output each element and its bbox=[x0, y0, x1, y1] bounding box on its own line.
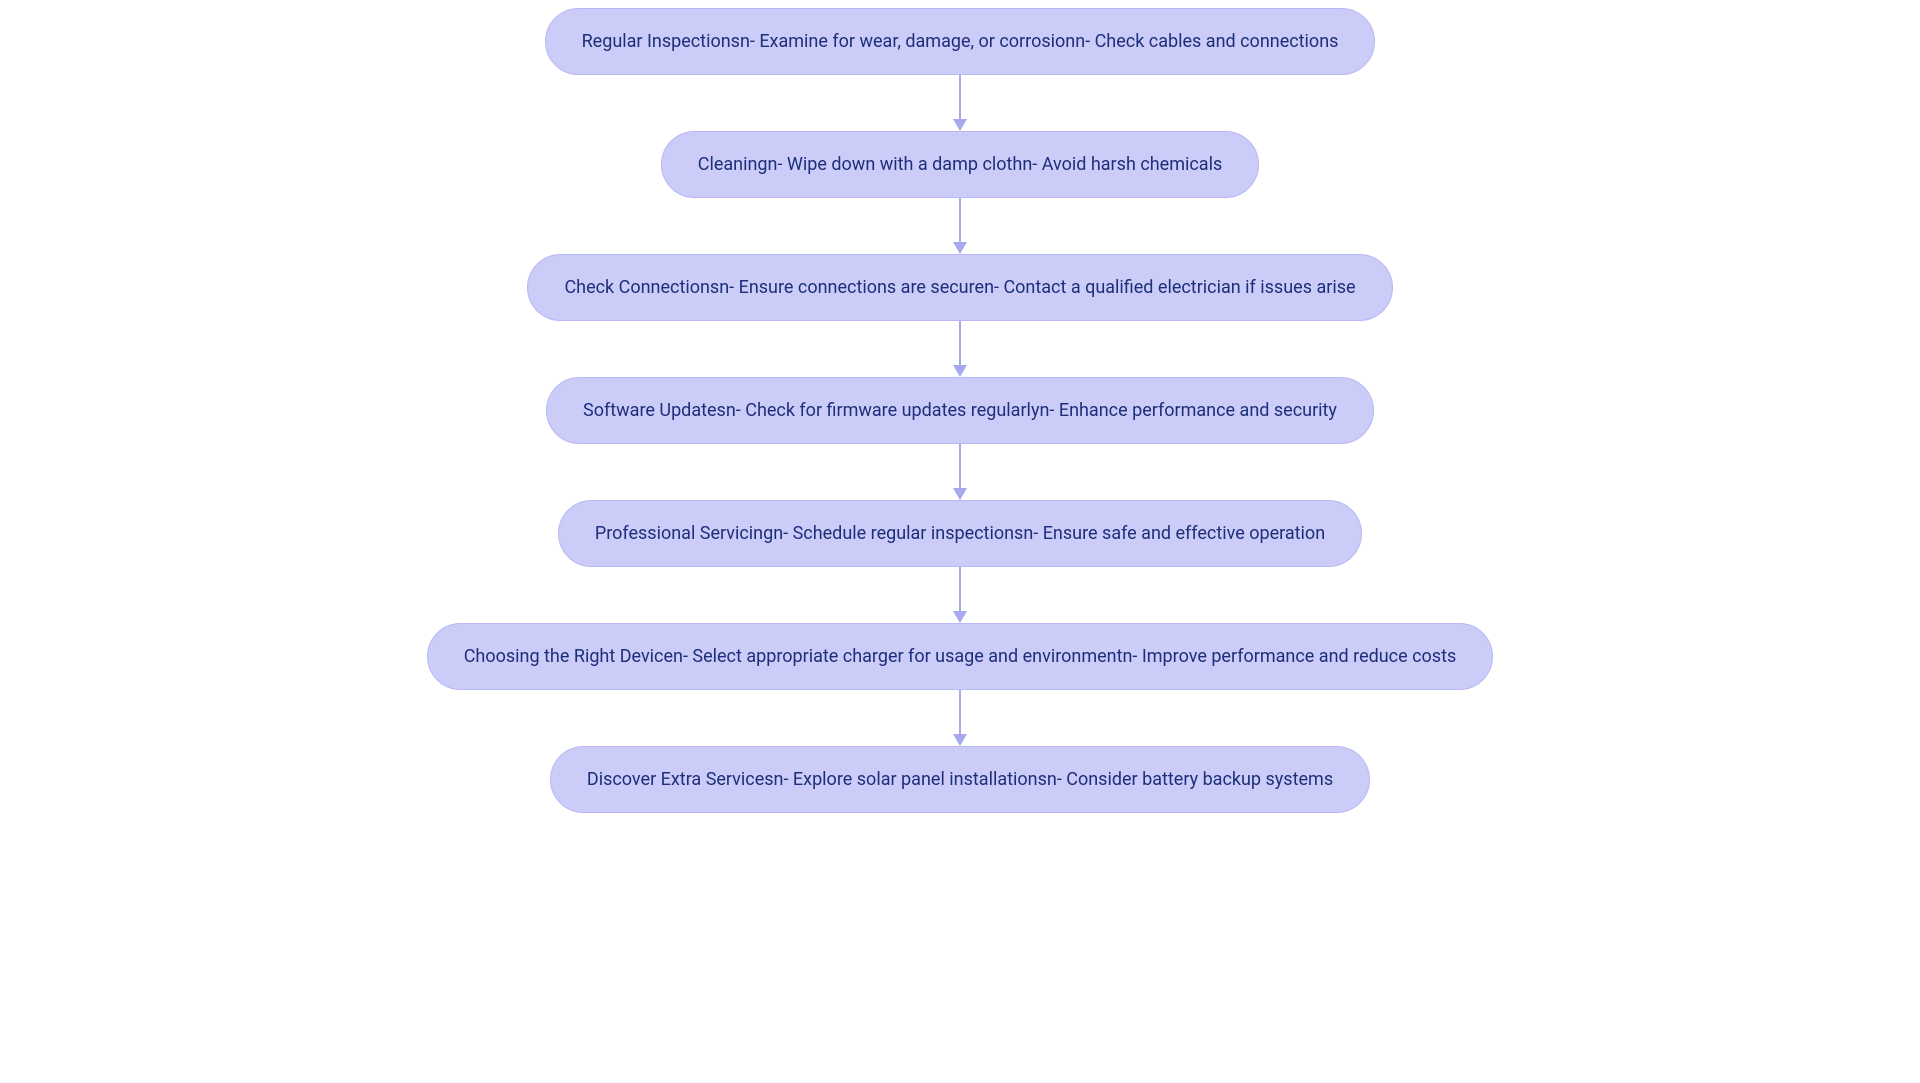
flow-node-2-label: Cleaningn- Wipe down with a damp clothn-… bbox=[698, 154, 1223, 175]
flow-arrow-5 bbox=[953, 567, 967, 623]
flow-node-5-label: Professional Servicingn- Schedule regula… bbox=[595, 523, 1325, 544]
flow-arrow-3 bbox=[953, 321, 967, 377]
flow-node-5: Professional Servicingn- Schedule regula… bbox=[558, 500, 1362, 567]
flow-arrow-1 bbox=[953, 75, 967, 131]
flow-node-2: Cleaningn- Wipe down with a damp clothn-… bbox=[661, 131, 1260, 198]
flow-node-4-label: Software Updatesn- Check for firmware up… bbox=[583, 400, 1337, 421]
flow-node-7-label: Discover Extra Servicesn- Explore solar … bbox=[587, 769, 1333, 790]
flow-node-4: Software Updatesn- Check for firmware up… bbox=[546, 377, 1374, 444]
flow-node-6: Choosing the Right Devicen- Select appro… bbox=[427, 623, 1494, 690]
flow-node-3-label: Check Connectionsn- Ensure connections a… bbox=[564, 277, 1355, 298]
flow-arrow-6 bbox=[953, 690, 967, 746]
flow-node-1: Regular Inspectionsn- Examine for wear, … bbox=[545, 8, 1376, 75]
flow-node-1-label: Regular Inspectionsn- Examine for wear, … bbox=[582, 31, 1339, 52]
flow-node-7: Discover Extra Servicesn- Explore solar … bbox=[550, 746, 1370, 813]
flow-arrow-4 bbox=[953, 444, 967, 500]
flow-node-3: Check Connectionsn- Ensure connections a… bbox=[527, 254, 1392, 321]
flow-node-6-label: Choosing the Right Devicen- Select appro… bbox=[464, 646, 1457, 667]
flow-arrow-2 bbox=[953, 198, 967, 254]
